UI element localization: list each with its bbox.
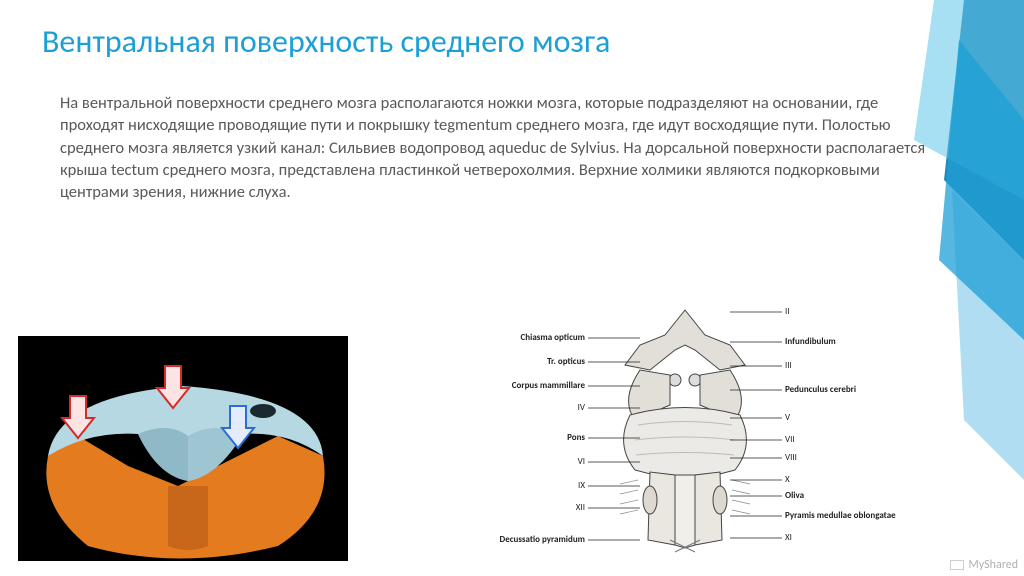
anatomy-label: Chiasma opticum xyxy=(521,332,585,343)
anatomy-label: V xyxy=(785,412,790,423)
anatomy-label: Pedunculus cerebri xyxy=(785,384,856,395)
slide-title: Вентральная поверхность среднего мозга xyxy=(42,22,610,61)
body-text: На вентральной поверхности среднего мозг… xyxy=(60,92,940,203)
anatomy-label: II xyxy=(785,306,790,317)
anatomy-label: X xyxy=(785,474,790,485)
slide-accent xyxy=(904,0,1024,576)
anatomy-label: Infundibulum xyxy=(785,336,836,347)
presentation-icon xyxy=(950,560,964,570)
anatomy-label: VII xyxy=(785,434,795,445)
anatomy-label: XII xyxy=(576,502,585,513)
anatomy-label: IX xyxy=(578,480,585,491)
figure-anatomy-diagram: Chiasma opticum Tr. opticus Corpus mammill… xyxy=(470,290,900,560)
anatomy-label: IV xyxy=(578,402,585,413)
anatomy-label: XI xyxy=(785,532,792,543)
anatomy-label: Decussatio pyramidum xyxy=(500,534,585,545)
anatomy-label: VI xyxy=(578,456,585,467)
anatomy-label: Pyramis medullae oblongatae xyxy=(785,510,896,521)
figure-3d-model xyxy=(18,336,348,561)
watermark: MyShared xyxy=(950,558,1018,572)
slide: Вентральная поверхность среднего мозга Н… xyxy=(0,0,1024,576)
anatomy-label: Corpus mammillare xyxy=(512,380,585,391)
anatomy-label: Tr. opticus xyxy=(547,356,585,367)
anatomy-label: VIII xyxy=(785,452,797,463)
anatomy-label: III xyxy=(785,360,792,371)
anatomy-label: Pons xyxy=(567,432,585,443)
anatomy-label: Oliva xyxy=(785,490,804,501)
watermark-text: MyShared xyxy=(968,558,1018,572)
